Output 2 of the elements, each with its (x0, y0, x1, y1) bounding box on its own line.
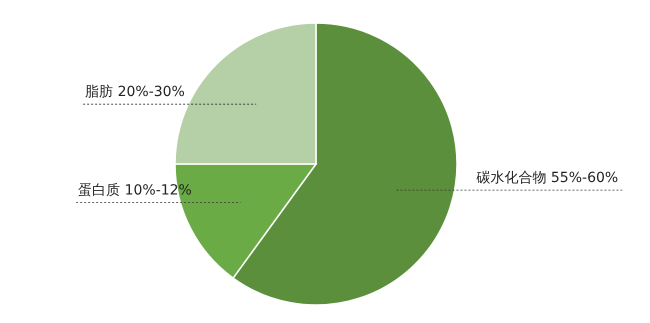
slice-label: 碳水化合物 55%-60% (475, 170, 618, 186)
slice-label: 脂肪 20%-30% (85, 84, 185, 100)
